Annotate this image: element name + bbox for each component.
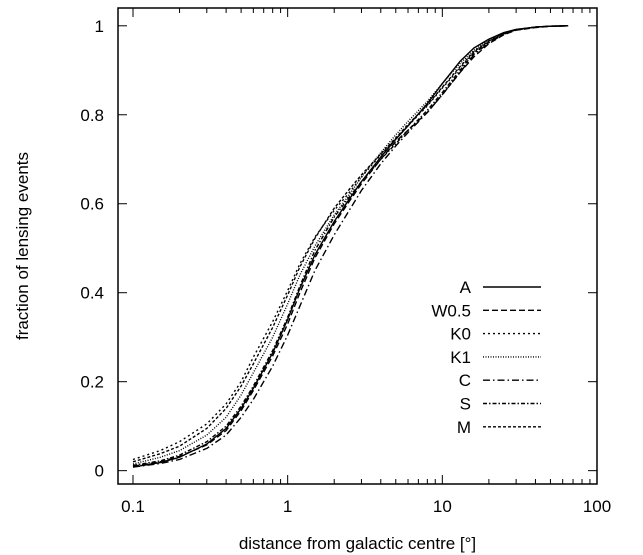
x-tick-label: 100 bbox=[583, 497, 611, 516]
legend-label: K1 bbox=[450, 348, 471, 367]
legend: A W0.5 K0 K1 CSM bbox=[431, 278, 541, 437]
plot-frame bbox=[117, 7, 598, 485]
axis-ticks bbox=[118, 8, 598, 484]
series-line-a bbox=[132, 25, 569, 468]
y-tick-label: 0 bbox=[95, 462, 104, 481]
y-tick-label: 0.2 bbox=[80, 373, 104, 392]
x-tick-label: 0.1 bbox=[121, 497, 145, 516]
legend-label: K0 bbox=[450, 325, 471, 344]
legend-label: W0.5 bbox=[431, 301, 471, 320]
legend-label: C bbox=[459, 371, 471, 390]
y-tick-label: 1 bbox=[95, 17, 104, 36]
series-line-k0 bbox=[132, 25, 569, 461]
series-line-c bbox=[132, 25, 569, 468]
series-line-w0-5 bbox=[132, 25, 569, 467]
series-curves bbox=[132, 25, 569, 468]
x-tick-label: 10 bbox=[433, 497, 452, 516]
series-line-m bbox=[132, 25, 569, 463]
x-tick-label: 1 bbox=[283, 497, 292, 516]
legend-label: S bbox=[460, 395, 471, 414]
tick-labels: 0.1 1 10 100 0 0.2 0.4 0.6 0.8 1 bbox=[80, 17, 611, 516]
legend-label: M bbox=[457, 418, 471, 437]
y-tick-label: 0.6 bbox=[80, 195, 104, 214]
legend-label: A bbox=[460, 278, 472, 297]
y-axis-label: fraction of lensing events bbox=[13, 152, 32, 340]
y-tick-label: 0.8 bbox=[80, 106, 104, 125]
y-tick-label: 0.4 bbox=[80, 284, 104, 303]
x-axis-label: distance from galactic centre [°] bbox=[239, 534, 476, 553]
series-line-k1 bbox=[132, 25, 569, 465]
series-line-s bbox=[132, 25, 569, 466]
